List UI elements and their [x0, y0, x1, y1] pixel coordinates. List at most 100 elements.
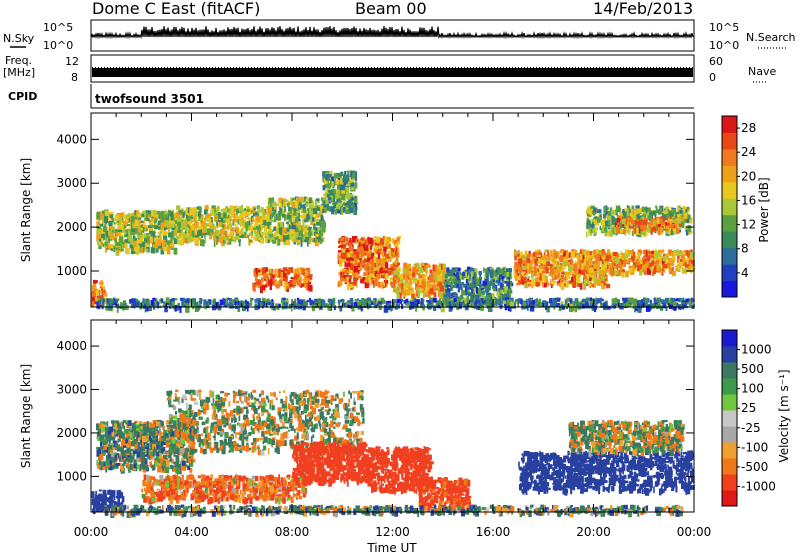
echo-cell: [253, 227, 258, 230]
echo-cell: [558, 255, 564, 262]
echo-cell: [598, 212, 602, 216]
echo-cell: [276, 203, 280, 207]
echo-cell: [527, 278, 530, 283]
echo-cell: [199, 239, 204, 247]
echo-cell: [593, 218, 596, 225]
echo-cell: [643, 207, 648, 212]
echo-cell: [264, 227, 268, 235]
echo-cell: [278, 210, 282, 217]
echo-cell: [616, 265, 619, 271]
echo-cell: [597, 209, 602, 213]
echo-cell: [459, 284, 463, 290]
echo-cell: [114, 214, 119, 221]
echo-cell: [545, 267, 549, 274]
echo-cell: [689, 263, 693, 269]
echo-cell: [380, 273, 385, 279]
echo-cell: [293, 273, 297, 281]
echo-cell: [601, 279, 605, 283]
echo-cell: [369, 259, 372, 267]
echo-cell: [133, 241, 136, 247]
echo-cell: [642, 219, 647, 226]
echo-cell: [690, 259, 694, 266]
echo-cell: [374, 245, 378, 249]
echo-cell: [253, 269, 256, 274]
echo-cell: [550, 284, 553, 289]
echo-cell: [253, 272, 256, 277]
echo-cell: [313, 237, 316, 242]
echo-cell: [456, 283, 460, 289]
echo-cell: [680, 251, 684, 254]
echo-cell: [239, 229, 242, 236]
echo-cell: [103, 292, 108, 297]
echo-cell: [664, 218, 668, 221]
echo-cell: [465, 286, 467, 293]
echo-cell: [665, 222, 668, 229]
echo-cell: [673, 212, 676, 218]
echo-cell: [278, 235, 281, 240]
echo-cell: [568, 261, 570, 265]
echo-cell: [367, 269, 369, 275]
echo-cell: [500, 268, 503, 273]
echo-cell: [596, 227, 599, 231]
echo-cell: [350, 179, 354, 183]
echo-cell: [601, 258, 604, 266]
echo-cell: [597, 250, 602, 256]
echo-cell: [450, 286, 453, 291]
echo-cell: [616, 227, 620, 234]
echo-cell: [518, 262, 522, 269]
echo-cell: [127, 217, 131, 223]
echo-cell: [620, 259, 625, 265]
echo-cell: [252, 206, 256, 214]
echo-cell: [454, 274, 458, 278]
echo-cell: [435, 274, 438, 281]
echo-cell: [506, 295, 509, 298]
echo-cell: [279, 203, 283, 208]
station-title: Dome C East (fitACF): [92, 0, 260, 18]
echo-cell: [168, 209, 171, 214]
echo-cell: [671, 219, 675, 225]
echo-cell: [238, 206, 243, 211]
echo-cell: [140, 241, 145, 247]
echo-cell: [645, 251, 648, 257]
echo-cell: [674, 216, 677, 219]
echo-cell: [534, 258, 537, 265]
echo-cell: [661, 270, 664, 276]
echo-cell: [171, 227, 176, 231]
echo-cell: [279, 222, 284, 228]
echo-cell: [232, 218, 235, 226]
echo-cell: [462, 277, 465, 280]
echo-cell: [108, 238, 112, 242]
echo-cell: [657, 229, 661, 235]
echo-cell: [228, 218, 232, 222]
echo-cell: [621, 257, 624, 262]
echo-cell: [444, 281, 447, 288]
echo-cell: [306, 213, 311, 219]
echo-cell: [465, 279, 469, 283]
echo-cell: [602, 213, 606, 219]
echo-cell: [343, 274, 347, 280]
echo-cell: [287, 267, 289, 270]
echo-cell: [384, 236, 388, 243]
echo-cell: [543, 252, 546, 256]
echo-cell: [356, 259, 360, 263]
echo-cell: [305, 284, 308, 290]
echo-cell: [173, 247, 178, 255]
echo-cell: [341, 208, 344, 215]
echo-cell: [421, 287, 426, 291]
echo-cell: [415, 264, 417, 267]
echo-cell: [449, 277, 452, 281]
echo-cell: [680, 266, 684, 269]
echo-cell: [149, 230, 154, 234]
echo-cell: [561, 250, 564, 256]
echo-cell: [120, 219, 125, 223]
echo-cell: [277, 199, 282, 202]
echo-cell: [270, 233, 273, 237]
echo-cell: [587, 224, 591, 229]
echo-cell: [136, 210, 139, 214]
echo-cell: [622, 223, 625, 227]
echo-cell: [346, 181, 351, 186]
echo-cell: [422, 274, 426, 280]
echo-cell: [589, 277, 592, 281]
echo-cell: [296, 236, 300, 240]
